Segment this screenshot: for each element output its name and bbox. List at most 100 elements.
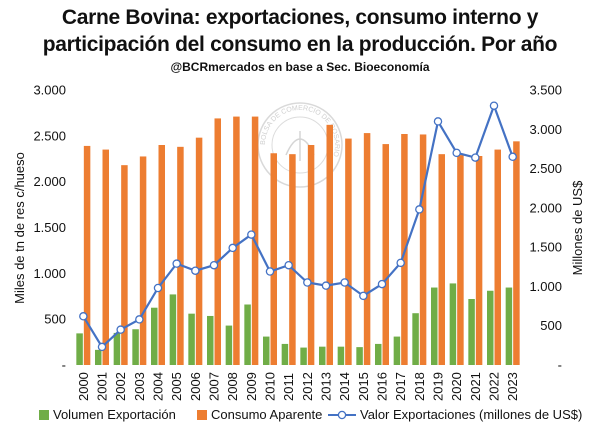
x-axis-ticks: 2000 2001 2002 2003 2004 2005 2006 2007 2008 2009… (76, 372, 520, 401)
line-series-group (79, 101, 517, 352)
left-tick-label: 2.000 (33, 174, 66, 189)
point-valor-2010 (265, 267, 275, 276)
right-tick-label: 1.000 (529, 279, 562, 294)
point-valor-2007 (209, 260, 219, 270)
point-valor-2011 (284, 260, 293, 270)
bar-consumo-2021 (475, 156, 483, 365)
bar-consumo-2004 (158, 145, 165, 365)
point-valor-2008 (228, 243, 237, 253)
point-valor-2021 (471, 153, 480, 162)
x-tick-label: 2023 (505, 372, 520, 401)
right-tick-label: 3.000 (529, 122, 562, 137)
left-tick-label: 1.000 (33, 266, 66, 281)
x-tick-label: 2022 (487, 372, 502, 401)
right-tick-label: 2.000 (529, 200, 562, 215)
right-tick-label: 3.500 (529, 83, 562, 98)
bar-consumo-2018 (419, 134, 427, 365)
bar-consumo-2002 (121, 165, 128, 365)
point-valor-2001 (97, 342, 107, 352)
x-tick-label: 2000 (76, 372, 91, 401)
chart-title-line-1: Carne Bovina: exportaciones, consumo int… (61, 6, 539, 29)
line-valor-exportaciones (82, 102, 514, 349)
bar-consumo-2014 (345, 138, 352, 365)
left-axis-ticks: - 500 1.000 1.500 2.000 2.500 3.000 (33, 83, 66, 373)
bar-consumo-2006 (195, 137, 203, 365)
bar-consumo-2012 (307, 145, 315, 365)
point-valor-2019 (433, 117, 443, 126)
chart-subtitle: @BCRmercados en base a Sec. Bioeconomía (170, 60, 430, 74)
x-tick-label: 2006 (188, 372, 203, 401)
bar-exportacion-2002 (113, 332, 121, 365)
legend-label-valor: Valor Exportaciones (millones de US$) (360, 407, 582, 422)
bar-consumo-2013 (326, 124, 333, 365)
bar-exportacion-2023 (505, 287, 513, 365)
point-valor-2005 (172, 259, 181, 268)
bar-exportacion-2007 (207, 315, 214, 365)
right-tick-label: 2.500 (529, 161, 562, 176)
point-valor-2017 (396, 258, 405, 268)
bar-exportacion-2008 (225, 325, 233, 365)
bar-exportacion-2005 (169, 294, 177, 365)
legend-label-exportacion: Volumen Exportación (53, 407, 176, 422)
x-tick-label: 2017 (393, 372, 408, 401)
bar-exportacion-2019 (431, 287, 438, 365)
bar-consumo-2003 (139, 156, 147, 365)
bar-consumo-2016 (382, 144, 389, 365)
bar-consumo-2001 (102, 149, 109, 365)
bar-consumo-2019 (438, 154, 445, 365)
x-tick-label: 2008 (225, 372, 240, 401)
point-valor-2022 (489, 101, 499, 110)
right-axis-title: Millones de US$ (570, 180, 585, 275)
chart-title-line-2: participación del consumo en la producci… (42, 33, 558, 56)
x-tick-label: 2002 (113, 372, 128, 401)
point-valor-2014 (340, 278, 349, 287)
right-tick-label: 1.500 (529, 240, 562, 255)
left-tick-label: 500 (44, 312, 66, 327)
x-tick-label: 2004 (151, 372, 166, 401)
point-valor-2006 (191, 266, 200, 275)
x-tick-label: 2019 (431, 372, 446, 401)
x-tick-label: 2007 (207, 372, 222, 401)
point-valor-2015 (359, 291, 368, 301)
left-tick-label: - (62, 358, 66, 373)
bar-exportacion-2016 (375, 343, 382, 365)
point-valor-2009 (247, 230, 256, 239)
chart-legend: Volumen Exportación Consumo Aparente Valor… (39, 407, 582, 422)
x-tick-label: 2003 (132, 372, 147, 401)
legend-swatch-valor-marker (337, 410, 347, 420)
legend-label-consumo: Consumo Aparente (211, 407, 322, 422)
bar-consumo-2005 (177, 146, 184, 365)
bar-exportacion-2018 (412, 313, 419, 365)
point-valor-2020 (452, 148, 461, 158)
point-valor-2003 (135, 315, 144, 324)
right-axis-ticks: - 500 1.000 1.500 2.000 2.500 3.000 3.500 (529, 83, 562, 373)
left-tick-label: 1.500 (33, 220, 66, 235)
x-tick-label: 2010 (263, 372, 278, 401)
point-valor-2012 (303, 278, 312, 287)
bar-exportacion-2006 (188, 313, 195, 365)
x-tick-label: 2016 (375, 372, 390, 401)
bar-exportacion-2022 (487, 290, 494, 365)
point-valor-2004 (153, 283, 163, 293)
point-valor-2013 (321, 281, 331, 290)
bar-exportacion-2009 (244, 304, 251, 365)
bar-consumo-2000 (83, 145, 91, 365)
x-tick-label: 2005 (169, 372, 184, 401)
bar-exportacion-2011 (281, 343, 289, 365)
point-valor-2023 (508, 152, 517, 162)
bar-consumo-2011 (289, 154, 296, 365)
x-tick-label: 2009 (244, 372, 259, 401)
point-valor-2018 (415, 205, 424, 214)
left-axis-title: Miles de tn de res c/hueso (12, 152, 27, 304)
legend-swatch-exportacion (39, 410, 49, 420)
bar-exportacion-2013 (319, 346, 326, 365)
bar-exportacion-2010 (263, 336, 270, 365)
bar-consumo-2020 (457, 155, 464, 365)
bar-exportacion-2015 (356, 347, 363, 365)
x-tick-label: 2012 (300, 372, 315, 401)
x-tick-label: 2015 (356, 372, 371, 401)
legend-swatch-consumo (197, 410, 207, 420)
left-tick-label: 3.000 (33, 83, 66, 98)
